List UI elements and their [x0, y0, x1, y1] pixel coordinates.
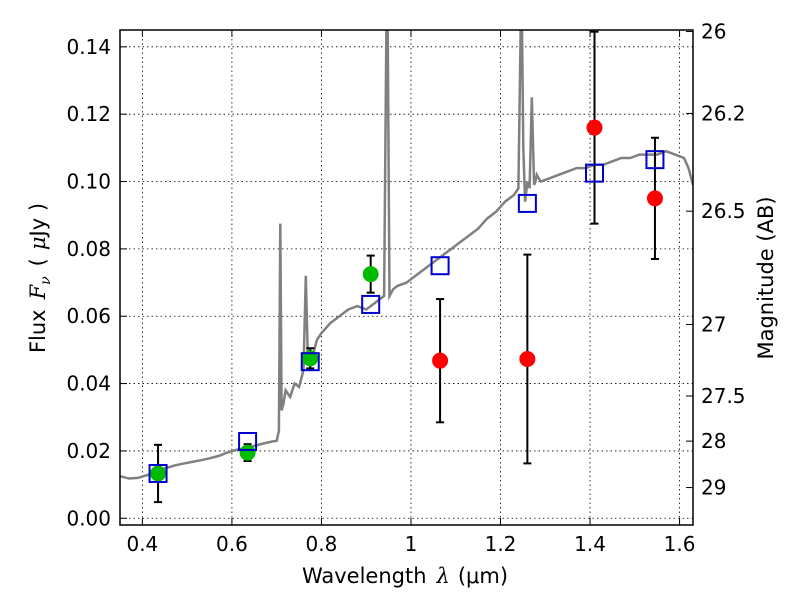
data-point-circle — [150, 465, 167, 482]
x-tick-label: 0.4 — [126, 532, 158, 556]
y-axis-units-open: ( — [26, 258, 50, 266]
y2-tick-label: 29 — [701, 476, 726, 500]
model-square-point — [148, 463, 168, 483]
data-point-circle — [519, 350, 536, 367]
y2-tick-label: 27.5 — [701, 384, 746, 408]
y2-axis-label: Magnitude (AB) — [754, 196, 778, 359]
y2-tick-label: 27 — [701, 312, 726, 336]
y-tick-label: 0.06 — [66, 304, 111, 328]
plot-frame — [119, 29, 694, 526]
x-tick-label: 1.4 — [574, 532, 606, 556]
model-square-point — [430, 256, 450, 276]
x-axis-label-text: Wavelength — [302, 564, 427, 588]
model-square-point — [645, 150, 665, 170]
y-tick-label: 0.04 — [66, 372, 111, 396]
data-point-circle — [586, 119, 603, 136]
model-square-point — [300, 352, 320, 372]
data-point-circle — [362, 266, 379, 283]
x-tick-label: 1.6 — [664, 532, 696, 556]
y-tick-label: 0.08 — [66, 237, 111, 261]
model-photometry-points — [148, 150, 665, 483]
y2-tick-label: 26.2 — [701, 101, 746, 125]
y-tick-label: 0.14 — [66, 35, 111, 59]
x-axis-symbol: λ — [436, 564, 450, 588]
data-point-circle — [646, 190, 663, 207]
y-tick-label: 0.00 — [66, 506, 111, 530]
axis-ticks: 0.4 0.6 0.8 1 1.2 1.4 1.6 0.00 0.02 0.04 0.06 0.08 0… — [66, 20, 745, 556]
y-axis-label-text: Flux — [26, 309, 50, 353]
x-tick-label: 0.8 — [306, 532, 338, 556]
y-tick-label: 0.02 — [66, 439, 111, 463]
y2-tick-label: 26 — [701, 20, 726, 44]
x-tick-label: 0.6 — [216, 532, 248, 556]
detection-points — [150, 119, 663, 482]
data-point-circle — [432, 352, 449, 369]
y-axis-subscript: ν — [38, 276, 54, 285]
y-tick-label: 0.10 — [66, 170, 111, 194]
model-square-point — [517, 193, 537, 213]
model-spectrum-line — [120, 30, 693, 480]
y-axis-units-mu: μ — [26, 236, 50, 250]
x-tick-label: 1.2 — [485, 532, 517, 556]
error-bars — [154, 30, 659, 504]
y-tick-label: 0.12 — [66, 102, 111, 126]
y2-tick-label: 28 — [701, 429, 726, 453]
x-axis-label: Wavelength λ (μm) — [302, 564, 508, 588]
model-square-point — [585, 163, 605, 183]
y-axis-units-rest: Jy ) — [26, 203, 50, 239]
model-square-point — [238, 431, 258, 451]
y-axis-label: Flux Fν ( μJy ) — [26, 203, 54, 353]
y2-tick-label: 26.5 — [701, 199, 746, 223]
x-tick-label: 1 — [405, 532, 418, 556]
svg-text:FluxFν(μJy ): Flux Fν ( μJy ) — [26, 203, 54, 353]
model-square-point — [361, 294, 381, 314]
data-point-circle — [239, 444, 256, 461]
x-axis-units: (μm) — [458, 564, 508, 588]
plot-area — [120, 30, 693, 504]
y2-axis-label-text: Magnitude (AB) — [754, 196, 778, 359]
grid-lines — [120, 30, 693, 525]
y-axis-symbol: F — [26, 283, 50, 300]
